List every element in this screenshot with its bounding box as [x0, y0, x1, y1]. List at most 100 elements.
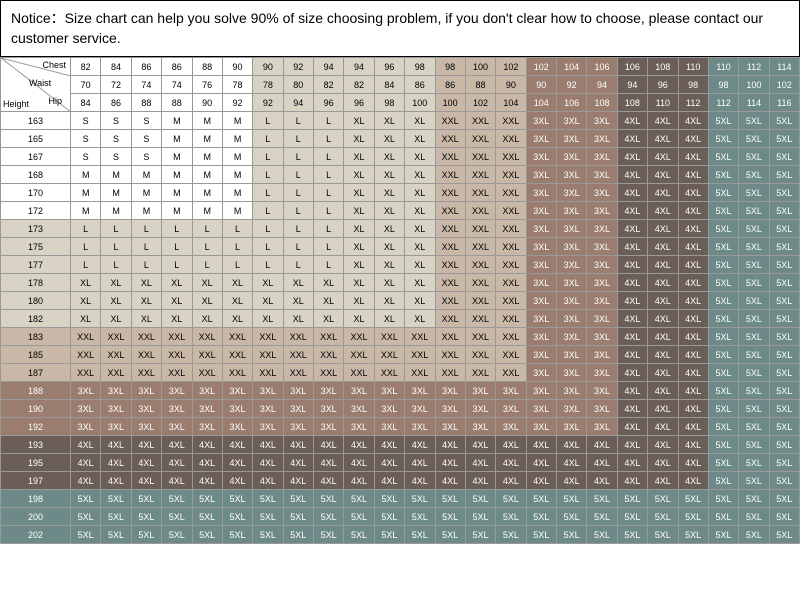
size-cell: L	[222, 220, 252, 238]
waist-value: 100	[739, 76, 769, 94]
size-cell: 3XL	[587, 400, 617, 418]
size-cell: 3XL	[131, 382, 161, 400]
size-cell: 3XL	[557, 148, 587, 166]
size-cell: 3XL	[192, 382, 222, 400]
size-cell: 3XL	[557, 130, 587, 148]
height-value: 167	[1, 148, 71, 166]
size-cell: 5XL	[435, 490, 465, 508]
size-cell: 3XL	[314, 382, 344, 400]
size-cell: 4XL	[253, 454, 283, 472]
size-cell: L	[314, 184, 344, 202]
size-cell: 4XL	[678, 238, 708, 256]
size-cell: 5XL	[101, 508, 131, 526]
size-cell: XXL	[496, 184, 526, 202]
size-cell: 5XL	[496, 508, 526, 526]
size-cell: XXL	[192, 328, 222, 346]
size-cell: XL	[405, 112, 435, 130]
size-cell: L	[283, 130, 313, 148]
hip-value: 114	[739, 94, 769, 112]
size-cell: 5XL	[708, 418, 738, 436]
waist-value: 102	[769, 76, 799, 94]
size-cell: XXL	[162, 346, 192, 364]
size-cell: XL	[192, 310, 222, 328]
size-cell: 5XL	[496, 526, 526, 544]
size-cell: XL	[344, 220, 374, 238]
size-cell: 3XL	[435, 418, 465, 436]
size-cell: L	[192, 220, 222, 238]
size-cell: 3XL	[557, 418, 587, 436]
size-cell: 4XL	[374, 436, 404, 454]
size-cell: XXL	[374, 328, 404, 346]
size-cell: 4XL	[283, 436, 313, 454]
size-cell: XL	[374, 166, 404, 184]
chest-value: 90	[253, 58, 283, 76]
size-cell: 4XL	[617, 166, 647, 184]
size-cell: XL	[374, 148, 404, 166]
size-cell: 5XL	[769, 202, 799, 220]
size-cell: 5XL	[739, 364, 769, 382]
size-cell: M	[131, 184, 161, 202]
waist-value: 98	[708, 76, 738, 94]
size-cell: 5XL	[405, 508, 435, 526]
size-cell: 4XL	[435, 454, 465, 472]
size-cell: XXL	[435, 112, 465, 130]
size-cell: XXL	[344, 364, 374, 382]
size-cell: 3XL	[526, 274, 556, 292]
size-cell: XXL	[465, 238, 495, 256]
chest-value: 102	[526, 58, 556, 76]
size-cell: 4XL	[283, 472, 313, 490]
size-cell: 3XL	[557, 202, 587, 220]
size-cell: 4XL	[648, 220, 678, 238]
hip-value: 104	[496, 94, 526, 112]
size-cell: 3XL	[557, 292, 587, 310]
size-cell: 4XL	[678, 400, 708, 418]
size-cell: 3XL	[526, 238, 556, 256]
size-cell: 5XL	[708, 472, 738, 490]
size-cell: 4XL	[222, 436, 252, 454]
size-cell: 4XL	[71, 472, 101, 490]
waist-value: 78	[253, 76, 283, 94]
size-cell: 5XL	[769, 184, 799, 202]
size-cell: XXL	[374, 346, 404, 364]
chest-value: 96	[374, 58, 404, 76]
size-cell: XXL	[465, 112, 495, 130]
size-cell: M	[192, 148, 222, 166]
size-cell: 3XL	[101, 418, 131, 436]
waist-value: 86	[435, 76, 465, 94]
size-cell: 4XL	[192, 454, 222, 472]
size-cell: 4XL	[253, 436, 283, 454]
size-cell: 3XL	[587, 274, 617, 292]
size-cell: 4XL	[648, 130, 678, 148]
size-cell: 3XL	[253, 418, 283, 436]
size-cell: M	[101, 202, 131, 220]
size-cell: XL	[192, 274, 222, 292]
size-cell: 4XL	[587, 436, 617, 454]
hip-label: Hip	[48, 96, 62, 106]
size-cell: 5XL	[769, 364, 799, 382]
size-cell: L	[283, 256, 313, 274]
size-cell: XXL	[465, 274, 495, 292]
size-cell: XXL	[405, 364, 435, 382]
size-cell: 4XL	[314, 472, 344, 490]
size-cell: 4XL	[222, 472, 252, 490]
size-cell: 5XL	[162, 526, 192, 544]
size-cell: XXL	[465, 328, 495, 346]
size-cell: 5XL	[526, 508, 556, 526]
size-cell: 3XL	[587, 220, 617, 238]
chest-value: 92	[283, 58, 313, 76]
chest-value: 88	[192, 58, 222, 76]
size-cell: 4XL	[617, 310, 647, 328]
size-cell: 5XL	[769, 346, 799, 364]
height-value: 192	[1, 418, 71, 436]
size-cell: L	[314, 238, 344, 256]
size-cell: 5XL	[708, 436, 738, 454]
size-cell: XL	[405, 166, 435, 184]
size-cell: L	[131, 220, 161, 238]
size-cell: 4XL	[496, 454, 526, 472]
size-cell: M	[131, 202, 161, 220]
size-cell: 3XL	[557, 310, 587, 328]
hip-value: 88	[131, 94, 161, 112]
size-cell: 3XL	[557, 220, 587, 238]
size-cell: 5XL	[739, 220, 769, 238]
size-cell: 4XL	[678, 274, 708, 292]
